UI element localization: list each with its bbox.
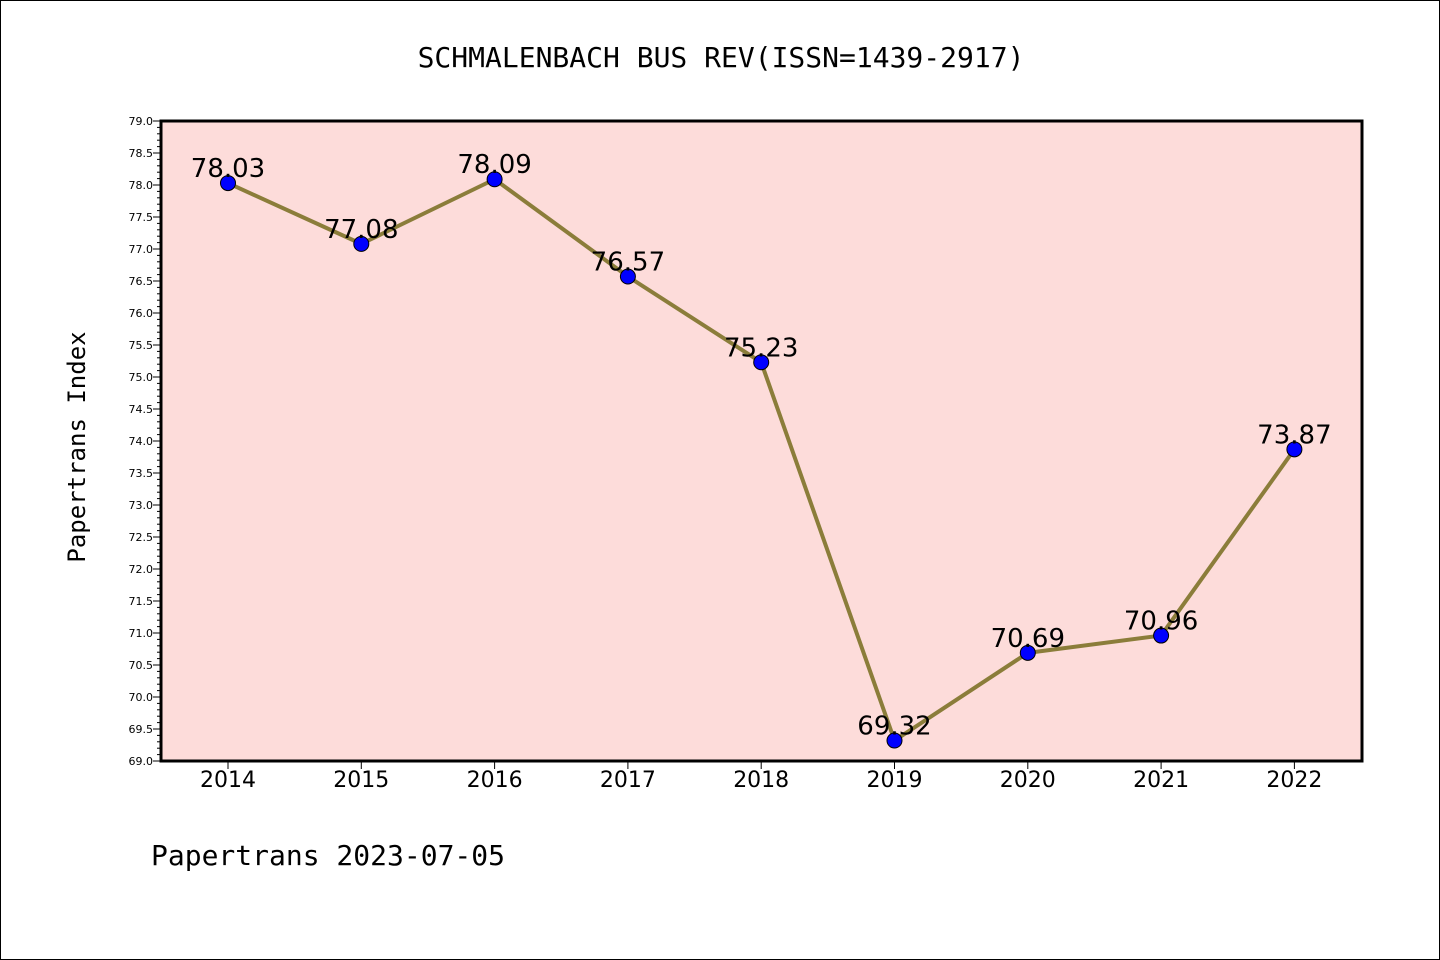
data-point (486, 171, 503, 188)
data-point (886, 732, 903, 749)
data-label: 70.69 (991, 624, 1065, 654)
x-tick-label: 2015 (333, 768, 389, 793)
footer-source-date: Papertrans 2023-07-05 (151, 839, 505, 872)
data-label: 69.32 (857, 712, 931, 742)
data-point (1019, 644, 1036, 661)
data-point (753, 354, 770, 371)
x-tick-label: 2018 (733, 768, 789, 793)
x-tick-label: 2016 (467, 768, 523, 793)
data-point (619, 268, 636, 285)
y-tick-label: 78.5 (129, 147, 154, 160)
x-axis-ticks: 2014 2015 2016 2017 2018 2019 2020 2021 2022 (200, 761, 1322, 793)
data-label: 73.87 (1257, 420, 1331, 450)
x-tick-label: 2019 (867, 768, 923, 793)
y-tick-label: 76.0 (129, 307, 154, 320)
plot-area (159, 119, 1364, 763)
y-tick-label: 79.0 (129, 115, 154, 128)
x-tick-label: 2014 (200, 768, 256, 793)
x-tick-label: 2020 (1000, 768, 1056, 793)
x-tick-label: 2021 (1133, 768, 1189, 793)
y-tick-label: 75.5 (129, 339, 154, 352)
data-point (220, 175, 236, 192)
y-tick-label: 74.5 (129, 403, 154, 416)
data-label: 70.96 (1124, 607, 1198, 637)
data-label: 76.57 (591, 248, 665, 278)
y-tick-label: 73.0 (129, 499, 154, 512)
y-tick-label: 71.5 (129, 595, 154, 608)
data-label: 78.09 (457, 150, 531, 180)
data-label: 75.23 (724, 333, 798, 363)
series-layer: 78.03 77.08 78.09 76.57 75.23 69.32 70.69 70.96… (191, 150, 1332, 749)
data-point (1286, 441, 1303, 458)
data-point (1153, 627, 1170, 644)
y-axis-ticks: 69.0 69.5 70.0 70.5 71.0 71.5 72.0 72.5 73.0 73.5… (129, 115, 161, 768)
y-tick-label: 75.0 (129, 371, 154, 384)
y-tick-label: 77.5 (129, 211, 154, 224)
y-tick-label: 77.0 (129, 243, 154, 256)
y-tick-label: 70.5 (129, 659, 154, 672)
y-axis-label: Papertrans Index (63, 331, 91, 562)
chart-title: SCHMALENBACH BUS REV(ISSN=1439-2917) (418, 41, 1025, 74)
y-tick-label: 69.5 (129, 723, 154, 736)
y-tick-label: 78.0 (129, 179, 154, 192)
x-tick-label: 2017 (600, 768, 656, 793)
x-tick-label: 2022 (1266, 768, 1322, 793)
y-tick-label: 70.0 (129, 691, 154, 704)
data-point (353, 235, 370, 252)
y-tick-label: 74.0 (129, 435, 154, 448)
y-tick-label: 71.0 (129, 627, 154, 640)
data-label: 78.03 (191, 154, 265, 184)
y-tick-label: 72.0 (129, 563, 154, 576)
y-tick-label: 69.0 (129, 755, 154, 768)
y-tick-label: 73.5 (129, 467, 154, 480)
y-tick-label: 72.5 (129, 531, 154, 544)
y-tick-label: 76.5 (129, 275, 154, 288)
data-label: 77.08 (324, 215, 398, 245)
